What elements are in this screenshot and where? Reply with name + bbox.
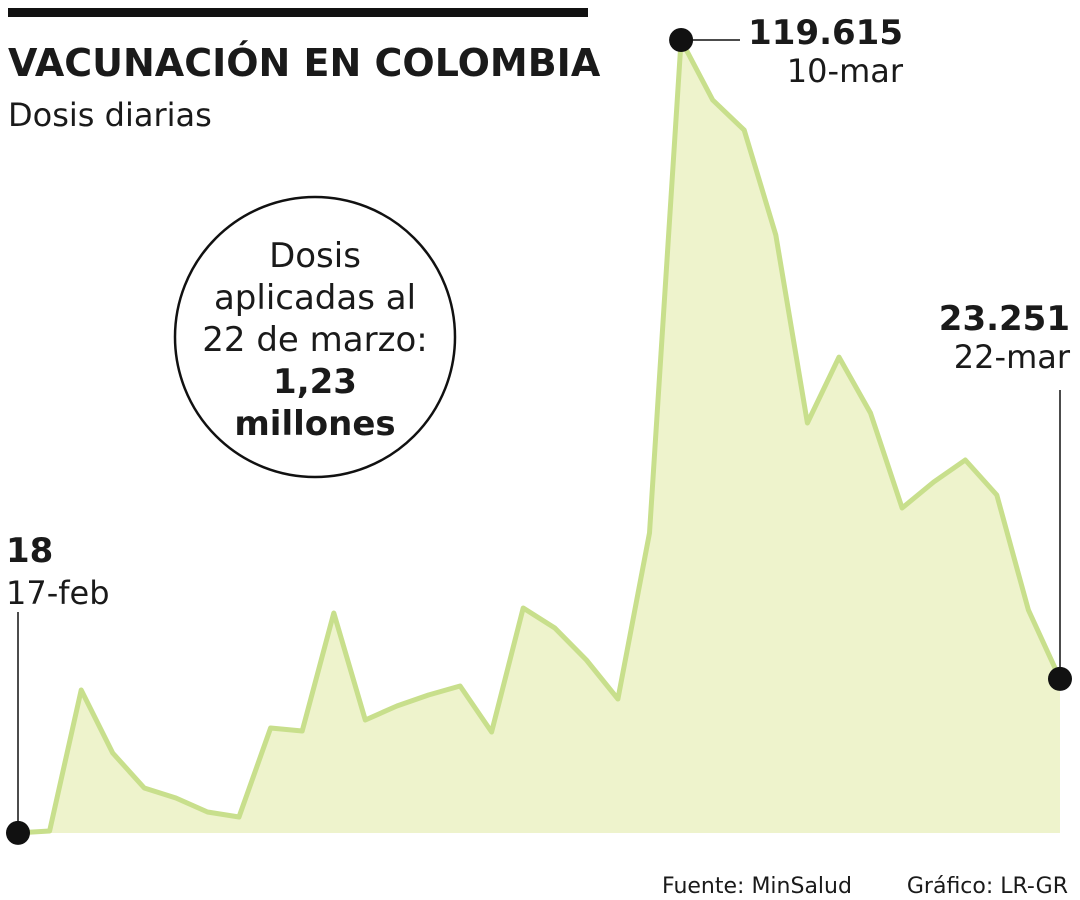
chart-title: VACUNACIÓN EN COLOMBIA xyxy=(8,41,601,85)
annotation-line: 22 de marzo: xyxy=(202,320,427,360)
chart-subtitle: Dosis diarias xyxy=(8,96,212,134)
source: Fuente: MinSalud xyxy=(662,874,852,899)
x-label: 17-feb xyxy=(6,574,110,612)
value-label: 18 xyxy=(6,531,53,571)
x-label: 22-mar xyxy=(954,338,1071,376)
credit: Gráfico: LR-GR xyxy=(907,874,1068,899)
x-label: 10-mar xyxy=(787,52,904,90)
annotation-circle xyxy=(173,195,457,479)
point xyxy=(669,28,694,52)
value-label: 23.251 xyxy=(939,299,1070,339)
point xyxy=(1048,666,1072,691)
point xyxy=(6,820,30,845)
annotation-line: Dosis xyxy=(269,236,361,276)
annotation-highlight: millones xyxy=(234,404,395,444)
title-bar xyxy=(8,8,588,17)
annotation-line: aplicadas al xyxy=(214,278,416,318)
line xyxy=(17,37,1063,836)
annotation-highlight: 1,23 xyxy=(273,362,357,402)
area-fill xyxy=(18,40,1060,833)
value-label: 119.615 xyxy=(748,13,903,53)
